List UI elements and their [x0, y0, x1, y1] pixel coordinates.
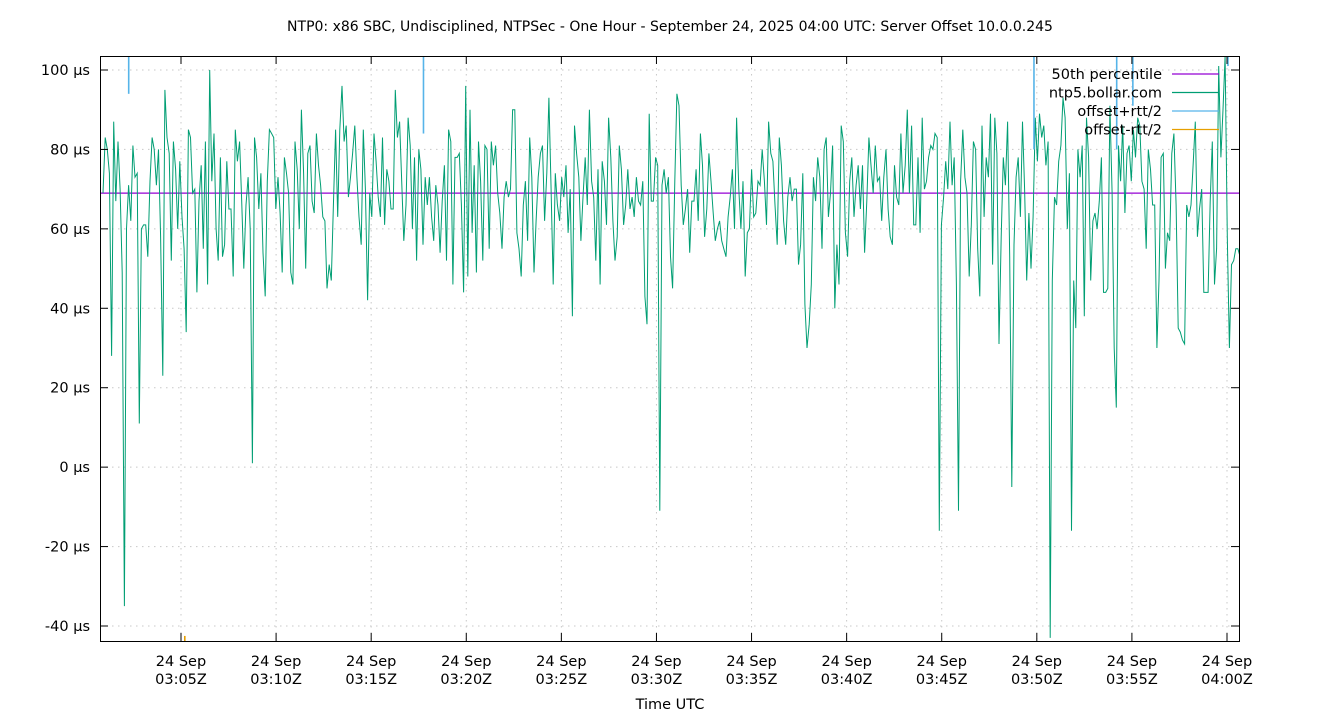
offset-polyline — [102, 56, 1239, 638]
y-tick-label: -20 µs — [45, 540, 90, 556]
legend-item-offset: ntp5.bollar.com — [1049, 86, 1219, 102]
legend-item-median: 50th percentile — [1052, 67, 1219, 83]
offset-plus-rtt-spikes — [127, 56, 1229, 150]
legend-label: 50th percentile — [1052, 67, 1163, 83]
x-tick-label-date: 24 Sep — [1012, 654, 1062, 670]
legend-label: offset+rtt/2 — [1077, 104, 1162, 120]
x-tick-label-time: 03:55Z — [1106, 672, 1158, 688]
x-tick-label-date: 24 Sep — [917, 654, 967, 670]
plot-border — [100, 56, 1240, 642]
legend-item-offset-plus: offset+rtt/2 — [1077, 104, 1219, 120]
x-tick-label-time: 03:05Z — [155, 672, 207, 688]
x-tick-label-time: 03:35Z — [726, 672, 778, 688]
x-tick-label-time: 03:30Z — [631, 672, 683, 688]
grid-lines — [100, 56, 1239, 641]
legend: 50th percentile ntp5.bollar.com offset+rtt… — [1049, 67, 1219, 139]
x-tick-label-time: 03:15Z — [345, 672, 397, 688]
x-tick-label-time: 03:25Z — [535, 672, 587, 688]
x-axis: 24 Sep 03:05Z 24 Sep 03:10Z 24 Sep 03:15Z 24 S… — [155, 56, 1253, 688]
x-tick-label-time: 04:00Z — [1201, 672, 1253, 688]
x-tick-label-date: 24 Sep — [726, 654, 776, 670]
plot-frame — [100, 56, 1240, 642]
x-axis-label: Time UTC — [635, 697, 705, 713]
chart-title: NTP0: x86 SBC, Undisciplined, NTPSec - O… — [287, 19, 1053, 35]
y-axis: 100 µs 80 µs 60 µs 40 µs 20 µs 0 µs -20 µs -40 … — [41, 63, 1239, 635]
x-tick-label-time: 03:20Z — [440, 672, 492, 688]
x-tick-label-date: 24 Sep — [1202, 654, 1252, 670]
x-tick-label-date: 24 Sep — [251, 654, 301, 670]
y-tick-label: 80 µs — [50, 142, 90, 158]
legend-item-offset-minus: offset-rtt/2 — [1084, 123, 1219, 139]
x-tick-label-date: 24 Sep — [346, 654, 396, 670]
x-tick-label-date: 24 Sep — [441, 654, 491, 670]
x-tick-label-date: 24 Sep — [631, 654, 681, 670]
x-tick-label-date: 24 Sep — [821, 654, 871, 670]
y-tick-label: -40 µs — [45, 619, 90, 635]
offset-series-line — [102, 56, 1239, 638]
x-tick-label-time: 03:45Z — [916, 672, 968, 688]
legend-label: offset-rtt/2 — [1084, 123, 1162, 139]
legend-label: ntp5.bollar.com — [1049, 86, 1162, 102]
x-tick-label-time: 03:50Z — [1011, 672, 1063, 688]
x-tick-label-date: 24 Sep — [1107, 654, 1157, 670]
x-tick-label-date: 24 Sep — [156, 654, 206, 670]
y-tick-label: 100 µs — [41, 63, 90, 79]
x-tick-label-time: 03:40Z — [821, 672, 873, 688]
x-tick-label-date: 24 Sep — [536, 654, 586, 670]
x-tick-label-time: 03:10Z — [250, 672, 302, 688]
y-tick-label: 60 µs — [50, 222, 90, 238]
y-tick-label: 0 µs — [59, 460, 90, 476]
y-tick-label: 20 µs — [50, 381, 90, 397]
y-tick-label: 40 µs — [50, 301, 90, 317]
